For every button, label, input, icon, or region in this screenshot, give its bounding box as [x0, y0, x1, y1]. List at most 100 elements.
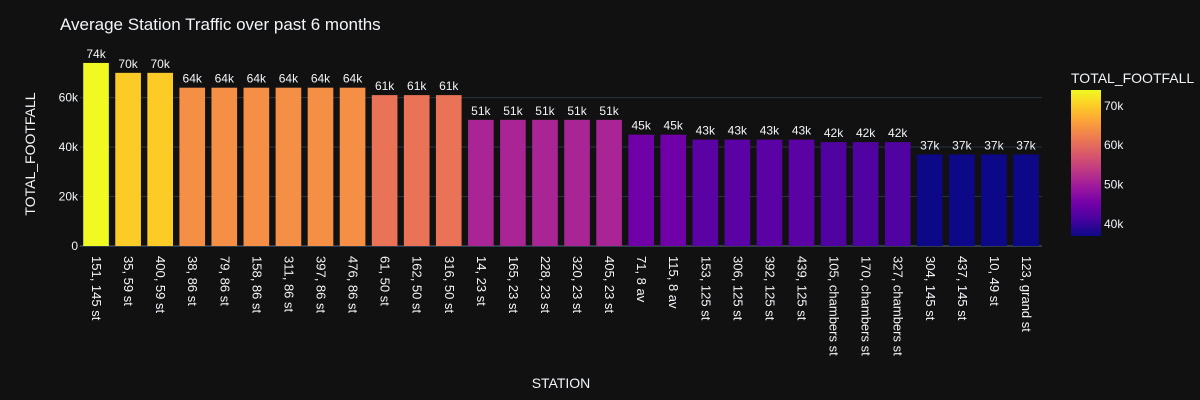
bar[interactable]: [403, 95, 430, 247]
bar[interactable]: [916, 154, 943, 246]
x-tick-label: 14, 23 st: [474, 256, 489, 306]
x-tick-label: 311, 86 st: [281, 256, 296, 313]
x-axis-title: STATION: [532, 375, 591, 391]
bar[interactable]: [179, 87, 206, 247]
data-label: 61k: [407, 79, 427, 93]
bar[interactable]: [949, 154, 975, 246]
colorbar-tick-label: 40k: [1104, 217, 1124, 231]
data-label: 64k: [247, 72, 267, 86]
bar[interactable]: [692, 139, 719, 246]
data-label: 42k: [888, 126, 908, 140]
x-tick-label: 316, 50 st: [442, 256, 457, 313]
x-tick-label: 400, 59 st: [153, 256, 168, 313]
data-label: 37k: [984, 138, 1004, 152]
bar[interactable]: [724, 139, 751, 246]
data-label: 42k: [856, 126, 876, 140]
y-tick-label: 0: [71, 239, 78, 253]
x-tick-label: 123, grand st: [1019, 256, 1034, 332]
data-label: 45k: [664, 119, 684, 133]
bar[interactable]: [884, 142, 911, 246]
data-label: 70k: [118, 57, 138, 71]
data-label: 61k: [375, 79, 395, 93]
data-label: 51k: [599, 104, 619, 118]
x-tick-label: 304, 145 st: [923, 256, 938, 321]
bars: [83, 62, 1039, 247]
data-label: 43k: [728, 124, 748, 138]
data-label: 43k: [760, 124, 780, 138]
y-tick-label: 20k: [59, 190, 79, 204]
data-label: 74k: [86, 47, 106, 61]
x-tick-label: 153, 125 st: [698, 256, 713, 321]
y-axis-title: TOTAL_FOOTFALL: [22, 92, 38, 215]
bar[interactable]: [275, 87, 302, 247]
bar[interactable]: [596, 119, 622, 246]
bar[interactable]: [339, 87, 366, 247]
bar[interactable]: [788, 139, 815, 246]
colorbar-tick-label: 60k: [1104, 138, 1124, 152]
bar[interactable]: [468, 119, 494, 246]
x-tick-label: 327, chambers st: [891, 256, 906, 356]
x-tick-label: 439, 125 st: [795, 256, 810, 321]
x-tick-label: 162, 50 st: [410, 256, 425, 313]
x-tick-label: 115, 8 av: [666, 256, 681, 309]
x-tick-label: 170, chambers st: [859, 256, 874, 356]
data-label: 51k: [471, 104, 491, 118]
bar[interactable]: [83, 62, 109, 246]
bar[interactable]: [820, 142, 847, 246]
data-label: 51k: [503, 104, 523, 118]
x-tick-label: 320, 23 st: [570, 256, 585, 313]
data-label: 37k: [1016, 138, 1036, 152]
x-tick-label: 79, 86 st: [217, 256, 232, 306]
y-tick-label: 40k: [59, 140, 79, 154]
bar[interactable]: [211, 87, 238, 247]
data-label: 64k: [215, 72, 235, 86]
data-label: 61k: [439, 79, 459, 93]
data-label: 43k: [696, 124, 716, 138]
colorbar-tick-label: 70k: [1104, 99, 1124, 113]
bar[interactable]: [115, 72, 141, 246]
x-tick-label: 38, 86 st: [185, 256, 200, 306]
bar[interactable]: [435, 95, 462, 247]
x-tick-label: 476, 86 st: [346, 256, 361, 313]
x-tick-label: 105, chambers st: [827, 256, 842, 356]
x-tick-label: 151, 145 st: [89, 256, 104, 321]
bar[interactable]: [307, 87, 334, 247]
bar[interactable]: [532, 119, 558, 246]
bar[interactable]: [660, 134, 687, 246]
bar[interactable]: [147, 72, 173, 246]
bar[interactable]: [756, 139, 783, 246]
colorbar: 40k 50k 60k 70k: [1071, 90, 1124, 236]
x-tick-label: 437, 145 st: [955, 256, 970, 321]
data-label: 37k: [952, 138, 972, 152]
bar[interactable]: [1013, 154, 1039, 246]
bar[interactable]: [852, 142, 879, 246]
bar[interactable]: [500, 119, 526, 246]
data-label: 37k: [920, 138, 940, 152]
colorbar-gradient: [1071, 90, 1101, 236]
data-label: 42k: [824, 126, 844, 140]
bar[interactable]: [628, 134, 654, 246]
data-label: 70k: [150, 57, 170, 71]
bar[interactable]: [564, 119, 590, 246]
bar[interactable]: [243, 87, 270, 247]
bar[interactable]: [981, 154, 1007, 246]
x-tick-label: 405, 23 st: [602, 256, 617, 313]
data-label: 51k: [567, 104, 587, 118]
x-tick-label: 10, 49 st: [987, 256, 1002, 306]
x-tick-label: 306, 125 st: [730, 256, 745, 321]
chart-title: Average Station Traffic over past 6 mont…: [60, 15, 381, 34]
data-label: 64k: [183, 72, 203, 86]
gridlines: [80, 97, 1042, 247]
data-label: 64k: [279, 72, 299, 86]
data-label: 51k: [535, 104, 555, 118]
data-label: 64k: [343, 72, 363, 86]
data-label: 43k: [792, 124, 812, 138]
x-tick-label: 71, 8 av: [634, 256, 649, 303]
x-tick-labels: 151, 145 st 35, 59 st 400, 59 st 38, 86 st 7…: [89, 256, 1034, 356]
bar[interactable]: [371, 95, 398, 247]
data-label: 45k: [631, 119, 651, 133]
data-labels: 74k 70k 70k 64k 64k 64k 64k 64k 64k 61k 61k 61k 51k 5…: [86, 47, 1036, 153]
x-tick-label: 35, 59 st: [121, 256, 136, 306]
x-tick-label: 392, 125 st: [762, 256, 777, 321]
